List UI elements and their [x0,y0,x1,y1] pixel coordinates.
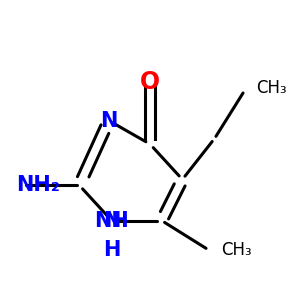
Text: NH: NH [94,211,129,231]
Text: O: O [140,70,160,94]
Text: N: N [103,211,120,231]
Text: H: H [103,240,120,260]
Text: CH₃: CH₃ [256,79,286,97]
Text: CH₃: CH₃ [221,241,251,259]
Text: NH₂: NH₂ [16,175,60,195]
Text: N: N [100,111,118,130]
